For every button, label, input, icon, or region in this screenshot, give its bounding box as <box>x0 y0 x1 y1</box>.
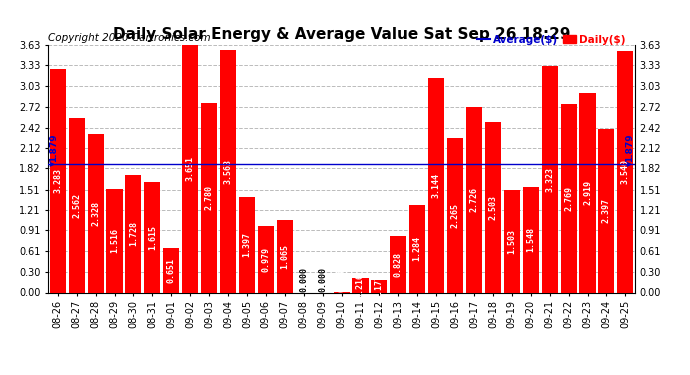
Text: 1.284: 1.284 <box>413 236 422 261</box>
Text: 2.265: 2.265 <box>451 203 460 228</box>
Bar <box>391 236 406 292</box>
Bar <box>504 190 520 292</box>
Text: 0.000: 0.000 <box>318 267 327 292</box>
Text: 1.397: 1.397 <box>242 232 251 257</box>
Text: Copyright 2020 Cartronics.com: Copyright 2020 Cartronics.com <box>48 33 211 42</box>
Text: 2.919: 2.919 <box>583 180 592 206</box>
Text: 2.397: 2.397 <box>602 198 611 223</box>
Text: 2.726: 2.726 <box>469 187 478 212</box>
Bar <box>220 50 236 292</box>
Bar <box>88 134 103 292</box>
Text: 0.000: 0.000 <box>299 267 308 292</box>
Text: 0.010: 0.010 <box>337 267 346 292</box>
Bar <box>466 106 482 292</box>
Bar <box>580 93 595 292</box>
Text: 2.562: 2.562 <box>72 193 81 217</box>
Bar <box>618 51 633 292</box>
Bar <box>144 182 160 292</box>
Text: 3.283: 3.283 <box>53 168 62 193</box>
Text: 3.563: 3.563 <box>224 159 233 183</box>
Text: 0.828: 0.828 <box>394 252 403 277</box>
Bar <box>50 69 66 292</box>
Bar <box>542 66 558 292</box>
Text: 2.328: 2.328 <box>91 201 100 226</box>
Bar <box>106 189 123 292</box>
Bar <box>428 78 444 292</box>
Text: 1.516: 1.516 <box>110 228 119 254</box>
Bar <box>126 175 141 292</box>
Bar <box>68 118 85 292</box>
Text: 1.503: 1.503 <box>507 229 516 254</box>
Text: 3.323: 3.323 <box>545 167 554 192</box>
Text: 2.503: 2.503 <box>489 195 497 220</box>
Text: 1.065: 1.065 <box>280 244 289 269</box>
Text: 1.615: 1.615 <box>148 225 157 250</box>
Bar <box>598 129 615 292</box>
Text: 2.769: 2.769 <box>564 186 573 211</box>
Bar <box>164 248 179 292</box>
Bar <box>560 104 577 292</box>
Bar <box>371 280 387 292</box>
Bar <box>239 197 255 292</box>
Bar <box>258 226 274 292</box>
Text: 1.879: 1.879 <box>49 133 58 162</box>
Bar <box>485 122 501 292</box>
Text: 3.540: 3.540 <box>621 159 630 184</box>
Text: 0.651: 0.651 <box>167 258 176 283</box>
Text: 0.177: 0.177 <box>375 274 384 299</box>
Text: 0.216: 0.216 <box>356 273 365 298</box>
Text: 2.780: 2.780 <box>205 185 214 210</box>
Text: 3.144: 3.144 <box>432 173 441 198</box>
Bar <box>182 44 198 292</box>
Bar <box>523 187 539 292</box>
Text: 1.879: 1.879 <box>625 133 634 162</box>
Text: 1.728: 1.728 <box>129 221 138 246</box>
Title: Daily Solar Energy & Average Value Sat Sep 26 18:29: Daily Solar Energy & Average Value Sat S… <box>112 27 571 42</box>
Bar <box>201 103 217 292</box>
Bar <box>277 220 293 292</box>
Legend: Average($), Daily($): Average($), Daily($) <box>473 30 629 49</box>
Text: 0.979: 0.979 <box>262 247 270 272</box>
Bar <box>353 278 368 292</box>
Text: 1.548: 1.548 <box>526 227 535 252</box>
Bar <box>409 205 425 292</box>
Text: 3.651: 3.651 <box>186 156 195 180</box>
Bar <box>447 138 463 292</box>
